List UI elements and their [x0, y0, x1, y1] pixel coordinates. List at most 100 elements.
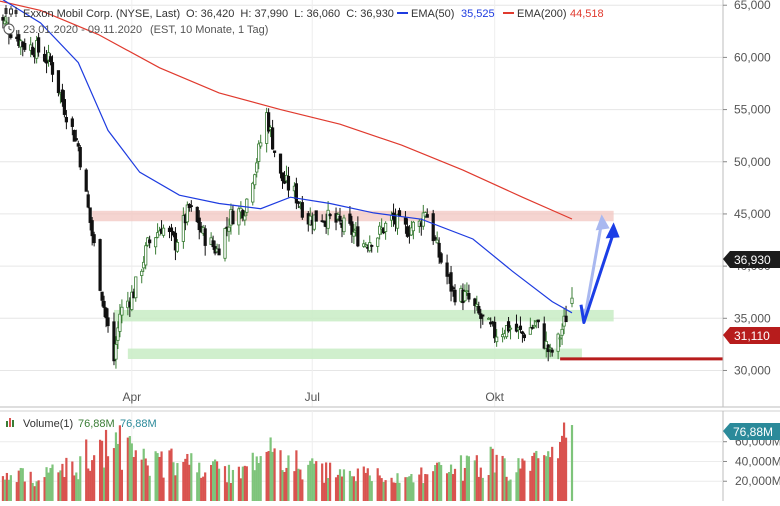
- candle-body: [76, 143, 80, 147]
- candle-body: [532, 325, 536, 328]
- volume-bar: [132, 457, 135, 501]
- candle-body: [237, 208, 241, 226]
- volume-bar: [9, 475, 12, 501]
- volume-bar: [273, 448, 276, 501]
- volume-bar: [75, 472, 78, 501]
- candle-body: [148, 239, 152, 244]
- candle-body: [467, 292, 471, 300]
- price-tick-label: 35,000: [734, 311, 771, 325]
- volume-bar: [146, 465, 149, 501]
- candle-body: [64, 117, 68, 123]
- volume-bar: [73, 475, 76, 501]
- support-badge-text: 31,110: [734, 329, 770, 343]
- volume-bar: [212, 461, 215, 501]
- candle-body: [100, 291, 104, 301]
- candle-body: [42, 53, 47, 62]
- volume-bar: [71, 461, 74, 501]
- volume-bar: [543, 455, 546, 501]
- candle-body: [134, 276, 138, 299]
- candle-body: [280, 172, 285, 182]
- volume-bar: [255, 456, 258, 501]
- candle-body: [173, 232, 178, 251]
- candle-body: [356, 226, 360, 247]
- volume-bar: [57, 472, 60, 501]
- volume-value-1: 76,88M: [78, 418, 115, 430]
- candle-body: [255, 162, 259, 173]
- candle-body: [520, 331, 525, 334]
- volume-bar: [45, 467, 48, 501]
- date-range-detail: (EST, 10 Monate, 1 Tag): [150, 24, 268, 36]
- volume-bar: [65, 457, 68, 501]
- volume-bar: [475, 455, 478, 501]
- volume-bar: [384, 480, 387, 501]
- volume-bar: [126, 437, 129, 501]
- volume-bar: [91, 460, 94, 501]
- volume-bars: [1, 422, 574, 501]
- candle-body: [493, 321, 497, 339]
- volume-bar: [505, 476, 508, 501]
- volume-bar: [120, 469, 124, 501]
- volume-bar: [418, 474, 421, 501]
- candle-body: [118, 313, 122, 332]
- candle-body: [435, 239, 439, 244]
- candle-body: [270, 127, 275, 150]
- volume-bar: [33, 486, 36, 501]
- candle-body: [203, 228, 207, 246]
- price-tick-label: 55,000: [734, 103, 771, 117]
- volume-bar: [1, 476, 5, 501]
- volume-bar: [487, 475, 490, 501]
- volume-bar: [251, 452, 254, 501]
- volume-bar: [366, 468, 369, 501]
- volume-bar: [100, 440, 104, 501]
- candle-body: [411, 221, 415, 232]
- candle-body: [185, 204, 189, 223]
- volume-bar: [311, 458, 314, 501]
- volume-value-2: 76,88M: [120, 418, 157, 430]
- volume-bar: [503, 458, 506, 501]
- candle-body: [477, 306, 481, 314]
- price-tick-label: 65,000: [734, 0, 771, 12]
- volume-bar: [461, 480, 465, 501]
- volume-bar: [449, 464, 453, 501]
- volume-bar: [5, 472, 8, 501]
- candle-body: [267, 112, 271, 132]
- price-tick-label: 45,000: [734, 207, 771, 221]
- volume-bar: [445, 473, 449, 501]
- volume-bar: [334, 477, 338, 501]
- volume-bar: [271, 451, 274, 501]
- volume-bar: [160, 451, 163, 501]
- volume-bar: [422, 483, 425, 501]
- candle-body: [5, 22, 9, 25]
- volume-label: Volume(1): [23, 418, 73, 430]
- volume-bar: [342, 469, 346, 501]
- volume-bar: [313, 463, 316, 501]
- candle-body: [548, 347, 552, 350]
- volume-bar: [477, 476, 480, 501]
- volume-bar: [217, 468, 221, 501]
- candle-body: [378, 225, 382, 235]
- volume-bar: [283, 471, 286, 501]
- volume-bar: [434, 465, 437, 501]
- volume-bar: [21, 468, 24, 501]
- candle-body: [556, 333, 560, 352]
- candle-body: [475, 303, 479, 307]
- candle-body: [3, 20, 7, 25]
- candle-body: [465, 290, 469, 293]
- volume-bar: [376, 468, 379, 501]
- volume-bar: [223, 466, 227, 501]
- volume-bar: [523, 460, 526, 501]
- candle-body: [508, 327, 513, 330]
- volume-bar: [186, 453, 189, 501]
- volume-bar: [307, 464, 310, 501]
- support-zone: [113, 309, 614, 322]
- volume-bar: [229, 482, 233, 501]
- volume-bar: [37, 480, 40, 501]
- volume-bar: [77, 479, 80, 501]
- candle-body: [558, 337, 562, 340]
- candle-body: [175, 242, 180, 252]
- volume-bar: [297, 468, 300, 501]
- candle-body: [286, 175, 291, 191]
- ema200-label: EMA(200): [517, 8, 567, 20]
- projection-arrowhead-shadow: [595, 214, 610, 231]
